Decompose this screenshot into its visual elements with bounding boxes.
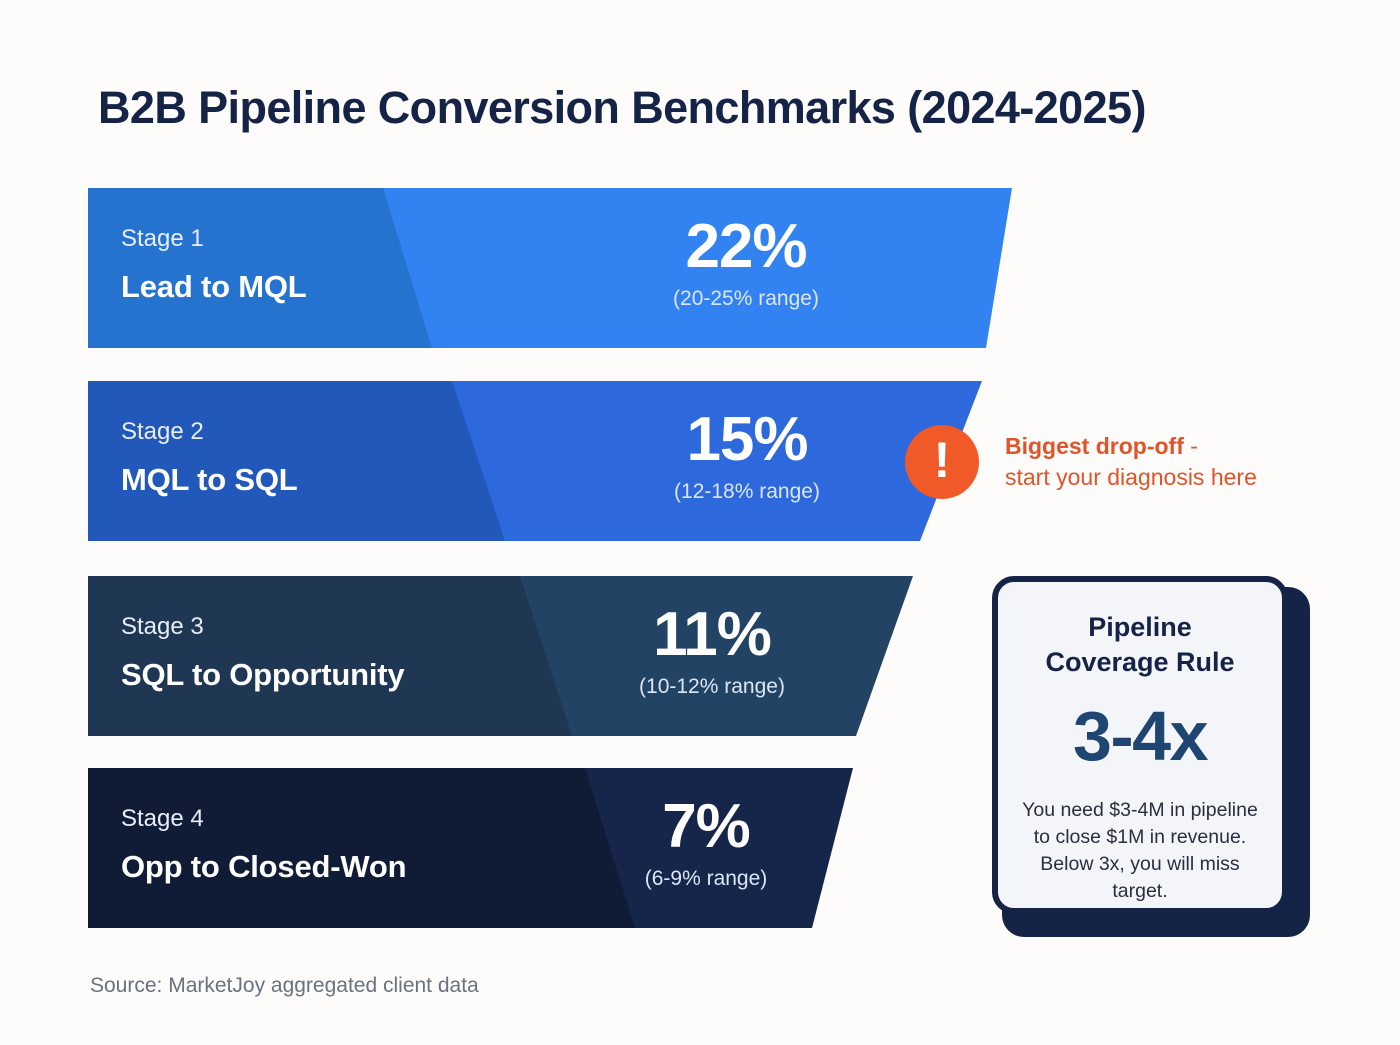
stage-fill-dark	[88, 381, 505, 541]
stage-fill-dark	[88, 576, 572, 736]
funnel-stage-4[interactable]: Stage 4 Opp to Closed-Won 7% (6-9% range)	[88, 768, 853, 928]
pipeline-coverage-card: Pipeline Coverage Rule 3-4x You need $3-…	[992, 576, 1288, 914]
stage-percent-value: 15%	[686, 405, 808, 474]
stage-name-label: Opp to Closed-Won	[121, 849, 407, 884]
callout-line-2: start your diagnosis here	[1005, 464, 1257, 490]
stage-number-label: Stage 3	[121, 613, 204, 640]
stage-metric: 7% (6-9% range)	[556, 796, 856, 891]
stage-number-label: Stage 2	[121, 418, 204, 445]
stage-number-label: Stage 1	[121, 225, 204, 252]
funnel-stage-3[interactable]: Stage 3 SQL to Opportunity 11% (10-12% rang…	[88, 576, 913, 736]
callout-dash: -	[1183, 433, 1198, 460]
funnel-stage-shape	[88, 188, 1012, 348]
stage-metric: 22% (20-25% range)	[596, 216, 896, 311]
funnel-stage-shape	[88, 768, 853, 928]
funnel-stage-2[interactable]: Stage 2 MQL to SQL 15% (12-18% range)	[88, 381, 982, 541]
stage-name-label: MQL to SQL	[121, 462, 298, 497]
page-title: B2B Pipeline Conversion Benchmarks (2024…	[98, 82, 1146, 133]
callout-text: Biggest drop-off - start your diagnosis …	[1005, 431, 1257, 492]
source-note: Source: MarketJoy aggregated client data	[90, 974, 479, 997]
callout-line-1: Biggest drop-off -	[1005, 431, 1257, 462]
funnel-stage-shape	[88, 576, 913, 736]
stage-range-label: (6-9% range)	[644, 867, 768, 890]
exclamation-icon: !	[905, 425, 979, 499]
coverage-card-description: You need $3-4M in pipeline to close $1M …	[1022, 799, 1258, 902]
stage-content: Stage 4 Opp to Closed-Won 7% (6-9% range)	[88, 768, 853, 928]
stage-metric: 11% (10-12% range)	[562, 604, 862, 699]
stage-range-label: (10-12% range)	[639, 675, 785, 698]
coverage-card-title-line-1: Pipeline	[1088, 612, 1192, 642]
stage-content: Stage 2 MQL to SQL 15% (12-18% range)	[88, 381, 982, 541]
funnel-stage-1[interactable]: Stage 1 Lead to MQL 22% (20-25% range)	[88, 188, 1012, 348]
coverage-card-title-line-2: Coverage Rule	[1045, 646, 1235, 677]
stage-number-label: Stage 4	[121, 805, 204, 832]
biggest-dropoff-callout: ! Biggest drop-off - start your diagnosi…	[905, 425, 1257, 499]
stage-range-label: (20-25% range)	[673, 287, 819, 310]
exclamation-glyph: !	[933, 432, 951, 488]
stage-percent-value: 7%	[662, 792, 751, 861]
coverage-card-value: 3-4x	[1072, 697, 1209, 776]
stage-fill-dark	[88, 188, 432, 348]
coverage-card-title: Pipeline Coverage Rule	[1045, 610, 1234, 679]
stage-content: Stage 1 Lead to MQL 22% (20-25% range)	[88, 188, 1012, 348]
stage-range-label: (12-18% range)	[674, 480, 820, 503]
funnel-stage-shape	[88, 381, 982, 541]
stage-name-label: SQL to Opportunity	[121, 657, 405, 692]
callout-emphasis: Biggest drop-off	[1005, 433, 1184, 460]
stage-metric: 15% (12-18% range)	[597, 409, 897, 504]
stage-percent-value: 22%	[685, 212, 807, 281]
stage-name-label: Lead to MQL	[121, 269, 307, 304]
stage-percent-value: 11%	[653, 600, 772, 669]
stage-content: Stage 3 SQL to Opportunity 11% (10-12% rang…	[88, 576, 913, 736]
stage-fill-dark	[88, 768, 635, 928]
